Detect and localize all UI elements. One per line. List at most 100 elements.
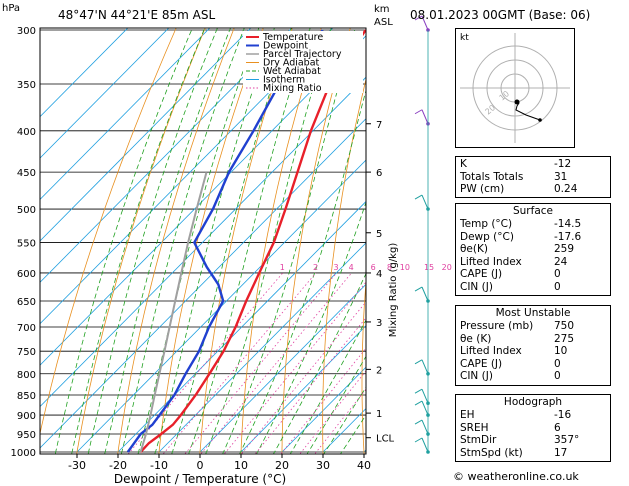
km-unit: km ASL bbox=[374, 3, 393, 29]
pressure-tick-label: 850 bbox=[17, 391, 36, 402]
isotherm-line bbox=[40, 28, 129, 118]
x-tick-label: -30 bbox=[68, 459, 86, 472]
x-tick-label: 30 bbox=[316, 459, 330, 472]
pressure-tick-label: 950 bbox=[17, 430, 36, 441]
wind-barb bbox=[421, 286, 429, 302]
index-value: 10 bbox=[554, 345, 568, 357]
hodograph-panel: kt 10 20 bbox=[455, 28, 575, 148]
hodograph-unit: kt bbox=[460, 33, 469, 43]
mixing-ratio-label: 20 bbox=[442, 263, 452, 272]
mixing-ratio-line bbox=[223, 281, 366, 454]
location-title: 48°47'N 44°21'E 85m ASL bbox=[58, 8, 216, 22]
index-label: CIN (J) bbox=[460, 370, 493, 382]
isotherm-line bbox=[40, 76, 366, 408]
indices-panel-surface: Surface Temp (°C) -14.5 Dewp (°C) -17.6 θe(K… bbox=[455, 203, 611, 296]
wet-adiabat-line bbox=[273, 272, 366, 454]
isotherm-line bbox=[40, 28, 211, 201]
km-tick-label: 6 bbox=[376, 168, 382, 179]
wind-barb bbox=[421, 400, 429, 416]
index-row: Lifted Index 10 bbox=[456, 345, 610, 358]
index-label: CIN (J) bbox=[460, 280, 493, 293]
index-label: θe(K) bbox=[460, 243, 488, 255]
mixing-ratio-axis-title: Mixing Ratio (g/kg) bbox=[388, 243, 399, 338]
indices-panel-hodograph: Hodograph EH -16 SREH 6 StmDir 357° StmSpd (kt… bbox=[455, 394, 611, 462]
dry-adiabat-line bbox=[117, 28, 235, 454]
x-tick-label: -20 bbox=[109, 459, 127, 472]
wind-barb-flag bbox=[414, 286, 423, 292]
mixing-ratio-line bbox=[254, 317, 366, 454]
wind-barb bbox=[421, 15, 429, 31]
wet-adiabat-line bbox=[239, 88, 366, 454]
dry-adiabat-line bbox=[158, 28, 264, 454]
mixing-ratio-label: 8 bbox=[387, 263, 392, 272]
wind-barb bbox=[421, 419, 429, 435]
index-value: 259 bbox=[554, 243, 575, 255]
legend-entry: Dry Adiabat bbox=[263, 58, 320, 69]
km-tick-label: 5 bbox=[376, 229, 382, 240]
wind-barb-flag bbox=[414, 437, 423, 443]
index-row: Temp (°C) -14.5 bbox=[456, 218, 610, 231]
pressure-tick-label: 400 bbox=[17, 127, 36, 138]
index-row: Lifted Index 24 bbox=[456, 256, 610, 269]
isotherm-line bbox=[40, 28, 252, 242]
index-label: Temp (°C) bbox=[460, 218, 513, 230]
index-row: SREH 6 bbox=[456, 422, 610, 435]
index-value: 17 bbox=[554, 446, 568, 459]
legend-entry: Isotherm bbox=[263, 75, 305, 86]
index-label: EH bbox=[460, 409, 475, 421]
isotherm-line bbox=[76, 159, 366, 453]
copyright-footer: © weatheronline.co.uk bbox=[453, 470, 579, 483]
wind-barb-flag bbox=[414, 109, 423, 115]
index-row: θe(K) 259 bbox=[456, 243, 610, 256]
wind-barb-flag bbox=[414, 194, 423, 200]
hodograph-ring-label: 20 bbox=[484, 103, 498, 116]
dry-adiabat-line bbox=[322, 77, 366, 454]
wind-barb-flag bbox=[414, 15, 423, 21]
wet-adiabat-line bbox=[256, 200, 366, 454]
pressure-unit: hPa bbox=[2, 3, 21, 14]
storm-motion-marker bbox=[514, 99, 520, 105]
pressure-tick-label: 700 bbox=[17, 323, 36, 334]
km-tick-label: 4 bbox=[376, 269, 382, 280]
index-row: PW (cm) 0.24 bbox=[456, 183, 610, 196]
isotherm-line bbox=[40, 118, 366, 449]
index-value: 357° bbox=[554, 434, 580, 446]
wind-barb bbox=[421, 437, 429, 453]
km-tick-label: 3 bbox=[376, 318, 382, 329]
index-row: EH -16 bbox=[456, 409, 610, 422]
wind-barb-flag bbox=[414, 388, 423, 394]
index-value: 0.24 bbox=[554, 183, 578, 195]
mixing-ratio-label: 4 bbox=[349, 263, 354, 272]
mixing-ratio-label: 6 bbox=[371, 263, 376, 272]
index-label: Totals Totals bbox=[460, 170, 524, 183]
asl-label: ASL bbox=[374, 17, 393, 28]
indices-panel-top: K -12 Totals Totals 31 PW (cm) 0.24 bbox=[455, 156, 611, 198]
series-line-dewpoint bbox=[126, 29, 324, 453]
wind-barb-flag bbox=[414, 359, 423, 365]
pressure-tick-label: 750 bbox=[17, 347, 36, 358]
legend-entry: Parcel Trajectory bbox=[263, 49, 342, 60]
x-tick-label: -10 bbox=[150, 459, 168, 472]
mixing-ratio-label: 2 bbox=[313, 263, 318, 272]
indices-panel-most-unstable: Most Unstable Pressure (mb) 750 θe (K) 275 L… bbox=[455, 305, 611, 386]
km-tick-label: LCL bbox=[376, 434, 395, 445]
index-row: StmDir 357° bbox=[456, 434, 610, 447]
legend-entry: Mixing Ratio bbox=[263, 83, 322, 94]
index-label: SREH bbox=[460, 421, 489, 434]
index-row: Pressure (mb) 750 bbox=[456, 320, 610, 333]
index-label: θe (K) bbox=[460, 332, 492, 345]
x-tick-label: 0 bbox=[197, 459, 204, 472]
isotherm-line bbox=[40, 28, 170, 159]
index-value: 0 bbox=[554, 370, 561, 382]
index-label: Dewp (°C) bbox=[460, 230, 514, 243]
index-label: StmDir bbox=[460, 434, 497, 446]
dry-adiabat-line bbox=[40, 28, 177, 436]
pressure-tick-label: 450 bbox=[17, 168, 36, 179]
wind-barb bbox=[421, 359, 429, 374]
isotherm-line bbox=[281, 366, 366, 453]
index-label: Lifted Index bbox=[460, 255, 522, 268]
wet-adiabat-line bbox=[205, 28, 332, 454]
index-value: 750 bbox=[554, 320, 575, 332]
wind-barb-flag bbox=[414, 400, 423, 406]
